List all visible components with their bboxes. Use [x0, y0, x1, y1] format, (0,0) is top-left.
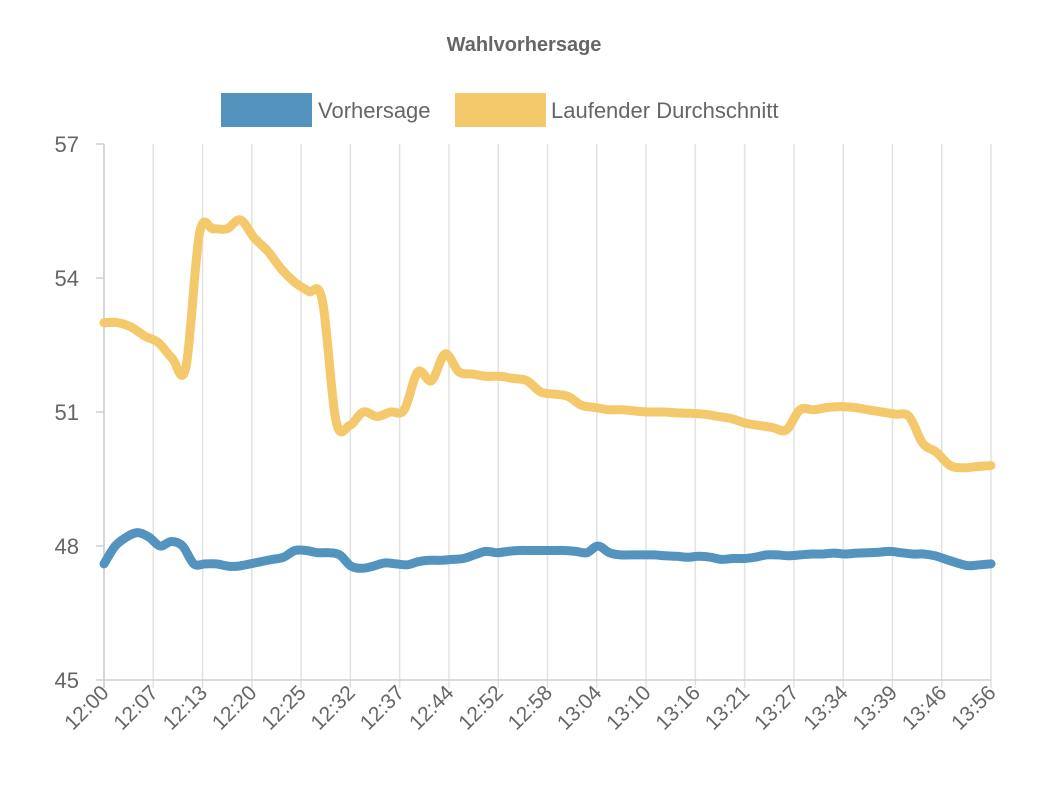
x-tick-label: 13:39: [849, 681, 902, 734]
x-tick-label: 13:04: [553, 681, 607, 735]
x-tick-label: 13:16: [651, 681, 704, 734]
x-tick-label: 13:10: [602, 681, 655, 734]
legend-label: Laufender Durchschnitt: [551, 98, 778, 123]
x-tick-label: 12:52: [454, 681, 507, 734]
legend: Vorhersage Laufender Durchschnitt: [221, 93, 778, 127]
x-tick-label: 12:07: [109, 681, 162, 734]
chart-title: Wahlvorhersage: [447, 34, 602, 56]
x-tick-label: 13:21: [701, 681, 754, 734]
legend-swatch: [455, 93, 546, 127]
y-tick-label: 45: [55, 668, 79, 693]
x-tick-label: 12:44: [405, 681, 459, 735]
x-tick-label: 13:34: [799, 681, 853, 735]
axes: 454851545712:0012:0712:1312:2012:2512:32…: [55, 132, 1001, 735]
legend-swatch: [221, 93, 312, 127]
x-tick-label: 13:56: [947, 681, 1000, 734]
y-tick-label: 57: [55, 132, 79, 157]
series-layer: [99, 215, 996, 573]
x-tick-label: 13:46: [898, 681, 951, 734]
x-tick-label: 12:13: [159, 681, 212, 734]
series-line: [99, 528, 996, 573]
x-tick-label: 12:37: [356, 681, 409, 734]
x-tick-label: 12:32: [306, 681, 359, 734]
x-tick-label: 12:25: [257, 681, 310, 734]
y-tick-label: 51: [55, 400, 79, 425]
legend-label: Vorhersage: [318, 98, 431, 123]
series-line: [99, 215, 996, 473]
y-tick-label: 54: [55, 266, 79, 291]
y-tick-label: 48: [55, 534, 79, 559]
x-tick-label: 13:27: [750, 681, 803, 734]
x-tick-label: 12:58: [504, 681, 557, 734]
x-tick-label: 12:20: [208, 681, 261, 734]
